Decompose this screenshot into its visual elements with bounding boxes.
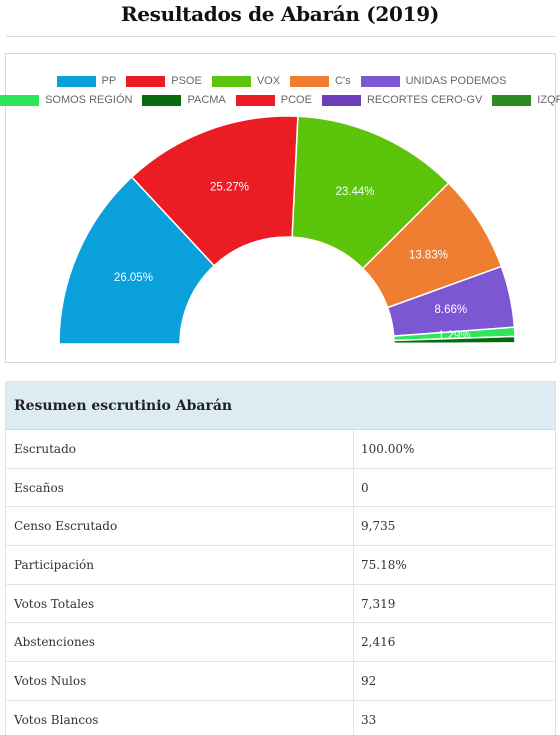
table-row: Censo Escrutado 9,735: [6, 507, 555, 547]
legend-item[interactable]: RECORTES CERO-GV: [321, 94, 483, 106]
row-value: 100.00%: [361, 441, 415, 456]
legend-swatch: [0, 94, 40, 106]
legend-label: UNIDAS PODEMOS: [405, 75, 507, 87]
legend-label: RECORTES CERO-GV: [366, 94, 483, 106]
legend-label: PP: [101, 75, 117, 87]
summary-heading: Resumen escrutinio Abarán: [6, 382, 555, 430]
table-row: Votos Blancos 33: [6, 700, 555, 735]
row-label: Votos Blancos: [6, 700, 354, 735]
legend-label: C's: [335, 75, 351, 87]
legend-swatch: [321, 94, 361, 106]
chart-legend-row-2: SOMOS REGIÓN PACMA PCOE RECORTES CERO-GV IZQ…: [0, 94, 560, 106]
slice-data-label: 26.05%: [114, 272, 153, 284]
summary-table-body: Escrutado 100.00% Escaños 0 Censo Escrutado 9…: [6, 430, 555, 735]
slice-data-label: 8.66%: [435, 304, 468, 316]
legend-swatch: [142, 94, 182, 106]
chart-legend-row-1: PP PSOE VOX C's UNIDAS PODEMOS: [6, 75, 557, 87]
chart-container: PP PSOE VOX C's UNIDAS PODEMOS SOMOS REGIÓN P…: [0, 53, 560, 363]
row-label: Escaños: [6, 468, 354, 507]
row-value: 9,735: [361, 519, 396, 534]
legend-item[interactable]: VOX: [211, 75, 281, 87]
legend-swatch: [235, 94, 275, 106]
semicircle-donut-chart: 26.05%25.27% 23.44%13.83%8.66%1.29%: [58, 115, 516, 345]
legend-label: VOX: [256, 75, 281, 87]
legend-item[interactable]: UNIDAS PODEMOS: [360, 75, 507, 87]
legend-item[interactable]: PACMA: [142, 94, 226, 106]
row-value: 33: [361, 712, 377, 727]
table-row: Escrutado 100.00%: [6, 430, 555, 469]
slice-data-label: 13.83%: [409, 249, 448, 261]
slice-data-label: 23.44%: [335, 186, 374, 198]
legend-swatch: [56, 75, 96, 87]
legend-swatch: [126, 75, 166, 87]
legend-label: PSOE: [171, 75, 202, 87]
row-label: Votos Nulos: [6, 662, 354, 700]
page-title: Resultados de Abarán (2019): [120, 2, 440, 26]
legend-swatch: [492, 94, 532, 106]
legend-label: IZQP: [537, 94, 560, 106]
row-label: Censo Escrutado: [6, 507, 354, 546]
row-value: 92: [361, 673, 377, 688]
legend-label: PACMA: [187, 94, 226, 106]
table-row: Votos Nulos 92: [6, 662, 555, 701]
row-value: 2,416: [361, 635, 396, 650]
row-value: 75.18%: [361, 557, 407, 572]
summary-table: Resumen escrutinio Abarán Escrutado 100.0…: [5, 381, 556, 735]
legend-label: PCOE: [280, 94, 312, 106]
row-label: Escrutado: [6, 430, 354, 468]
legend-item[interactable]: PSOE: [126, 75, 202, 87]
donut-slice-psoe[interactable]: [130, 115, 299, 267]
row-value: 7,319: [361, 596, 396, 611]
row-label: Votos Totales: [6, 584, 354, 623]
legend-swatch: [360, 75, 400, 87]
table-row: Participación 75.18%: [6, 546, 555, 585]
row-label: Participación: [6, 546, 354, 584]
slice-data-label: 25.27%: [210, 182, 249, 194]
legend-label: SOMOS REGIÓN: [45, 94, 133, 106]
row-label: Abstenciones: [6, 623, 354, 662]
legend-item[interactable]: PP: [56, 75, 117, 87]
legend-item[interactable]: SOMOS REGIÓN: [0, 94, 132, 106]
table-row: Escaños 0: [6, 468, 555, 508]
table-row: Abstenciones 2,416: [6, 623, 555, 663]
title-divider: [6, 36, 556, 37]
legend-swatch: [211, 75, 251, 87]
legend-swatch: [290, 75, 330, 87]
legend-item[interactable]: PCOE: [235, 94, 312, 106]
row-value: 0: [361, 480, 369, 495]
table-row: Votos Totales 7,319: [6, 584, 555, 624]
legend-item[interactable]: IZQP: [492, 94, 560, 106]
legend-item[interactable]: C's: [290, 75, 351, 87]
